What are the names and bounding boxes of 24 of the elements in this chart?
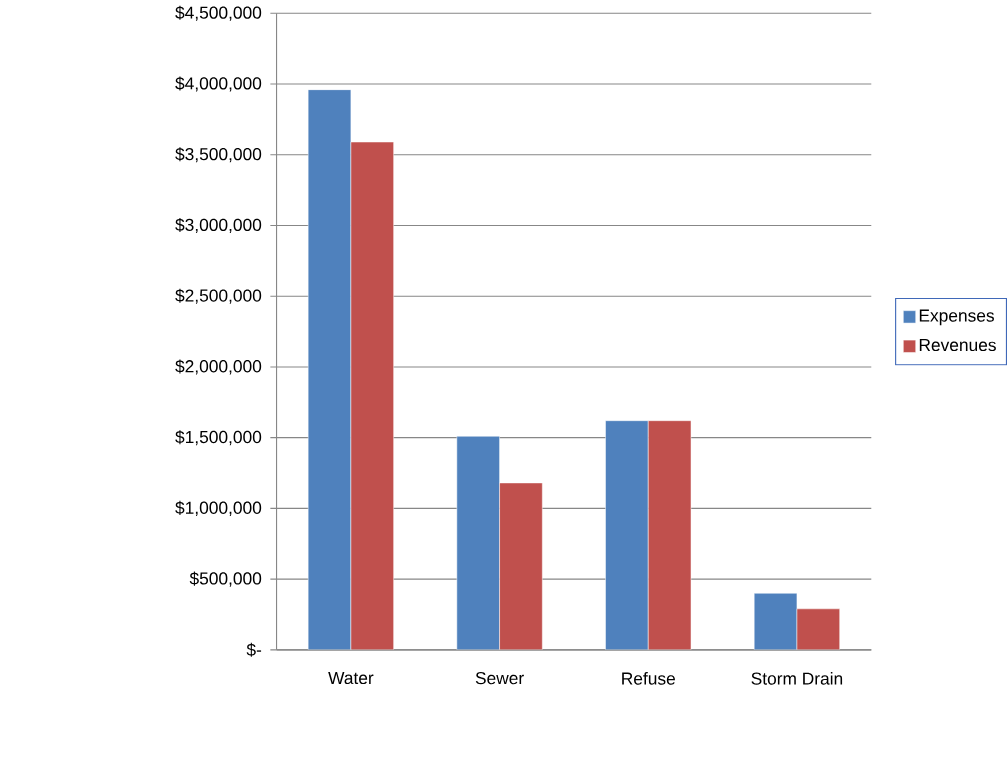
legend-label: Revenues [919, 339, 996, 352]
x-tick-label: Storm Drain [751, 671, 843, 685]
y-tick-label: $1,500,000 [175, 430, 262, 446]
bar [456, 436, 500, 650]
bar [307, 89, 352, 650]
x-tick-label: Sewer [475, 671, 524, 685]
x-tick-label: Water [328, 671, 374, 685]
bar [648, 420, 692, 650]
bar [753, 593, 798, 650]
y-tick-label: $3,500,000 [175, 147, 262, 163]
x-tick-label: Refuse [622, 671, 675, 685]
bar [605, 420, 649, 650]
y-tick-label: $3,000,000 [175, 217, 262, 234]
y-tick-label: $4,000,000 [175, 76, 262, 92]
y-tick-label: $1,000,000 [175, 500, 262, 516]
y-tick-label: $2,500,000 [175, 288, 262, 304]
bar [796, 608, 840, 650]
y-tick-label: $- [246, 642, 262, 657]
legend-label: Expenses [919, 309, 994, 326]
y-tick-label: $2,000,000 [175, 359, 262, 375]
bar [350, 141, 394, 650]
bar [499, 482, 543, 650]
y-tick-label: $500,000 [189, 571, 262, 587]
y-tick-label: $4,500,000 [175, 5, 262, 21]
